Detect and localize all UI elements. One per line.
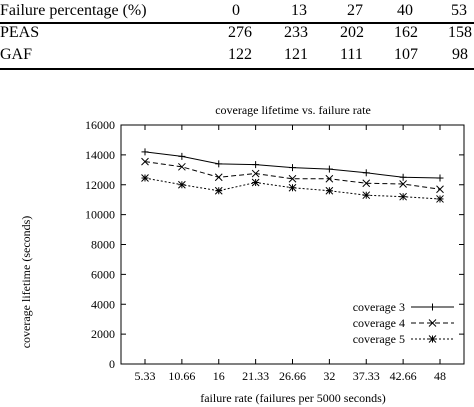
y-tick-label: 4000 — [91, 297, 115, 311]
table-row-label: GAF — [0, 46, 33, 63]
data-point-series-3 — [251, 178, 260, 187]
data-point-series-3 — [436, 195, 444, 203]
data-point-series-3 — [325, 186, 334, 195]
table-cell: 158 — [448, 24, 472, 41]
y-tick-label: 0 — [109, 357, 115, 371]
y-axis-label: coverage lifetime (seconds) — [19, 216, 33, 349]
data-point-series-3 — [141, 174, 149, 182]
x-tick-label: 16 — [213, 369, 225, 383]
data-point-series-3 — [399, 192, 407, 201]
legend-marker-3 — [428, 335, 437, 343]
y-tick-label: 2000 — [91, 327, 115, 341]
table-rule — [0, 22, 474, 24]
data-point-series-3 — [362, 191, 371, 200]
x-tick-label: 37.33 — [353, 369, 380, 383]
data-point-series-2 — [399, 180, 407, 188]
legend-label: coverage 3 — [353, 300, 405, 314]
table-cell: 111 — [340, 46, 363, 63]
chart-title: coverage lifetime vs. failure rate — [215, 103, 371, 117]
data-point-series-2 — [436, 185, 444, 194]
table-header-value: 13 — [291, 2, 307, 19]
table-header-value: 0 — [232, 2, 240, 19]
y-tick-label: 10000 — [85, 208, 115, 222]
y-tick-label: 12000 — [85, 178, 115, 192]
data-point-series-2 — [141, 157, 149, 166]
failure-table: Failure percentage (%) 0 13 27 40 53 PEA… — [0, 0, 474, 72]
x-tick-label: 26.66 — [279, 369, 306, 383]
chart-canvas: coverage lifetime vs. failure rate failu… — [19, 103, 465, 405]
data-point-series-2 — [288, 174, 297, 183]
x-tick-label: 10.66 — [168, 369, 195, 383]
table-cell: 162 — [394, 24, 418, 41]
x-tick-label: 5.33 — [135, 369, 156, 383]
table-cell: 98 — [452, 46, 468, 63]
legend-marker-2 — [428, 319, 437, 327]
table-header-value: 53 — [451, 2, 467, 19]
x-tick-label: 21.33 — [242, 369, 269, 383]
x-tick-label: 32 — [323, 369, 335, 383]
y-tick-label: 6000 — [91, 267, 115, 281]
y-tick-label: 16000 — [85, 118, 115, 132]
table-header-value: 40 — [397, 2, 413, 19]
table-cell: 122 — [228, 46, 252, 63]
data-point-series-3 — [288, 183, 297, 192]
data-point-series-3 — [178, 180, 186, 189]
data-point-series-2 — [362, 179, 371, 188]
y-tick-label: 8000 — [91, 238, 115, 252]
table-row-label: PEAS — [0, 24, 40, 41]
x-tick-label: 42.66 — [390, 369, 417, 383]
x-axis-label: failure rate (failures per 5000 seconds) — [200, 391, 386, 405]
table-cell: 121 — [284, 46, 308, 63]
data-point-series-2 — [214, 173, 223, 182]
x-tick-label: 48 — [434, 369, 446, 383]
legend-label: coverage 4 — [353, 316, 405, 330]
table-rule — [0, 68, 474, 70]
table-header-label: Failure percentage (%) — [0, 2, 147, 19]
data-point-series-2 — [325, 174, 334, 183]
table-cell: 276 — [228, 24, 252, 41]
table-header-value: 27 — [347, 2, 363, 19]
data-point-series-3 — [214, 186, 223, 195]
series-line-2 — [144, 161, 441, 190]
line-chart: coverage lifetime vs. failure rate failu… — [0, 88, 474, 407]
data-point-series-2 — [178, 162, 186, 171]
legend-label: coverage 5 — [353, 332, 405, 346]
table-cell: 202 — [340, 24, 364, 41]
plot-frame — [120, 124, 465, 365]
table-cell: 107 — [394, 46, 418, 63]
data-point-series-2 — [251, 169, 260, 178]
table-cell: 233 — [284, 24, 308, 41]
y-tick-label: 14000 — [85, 148, 115, 162]
